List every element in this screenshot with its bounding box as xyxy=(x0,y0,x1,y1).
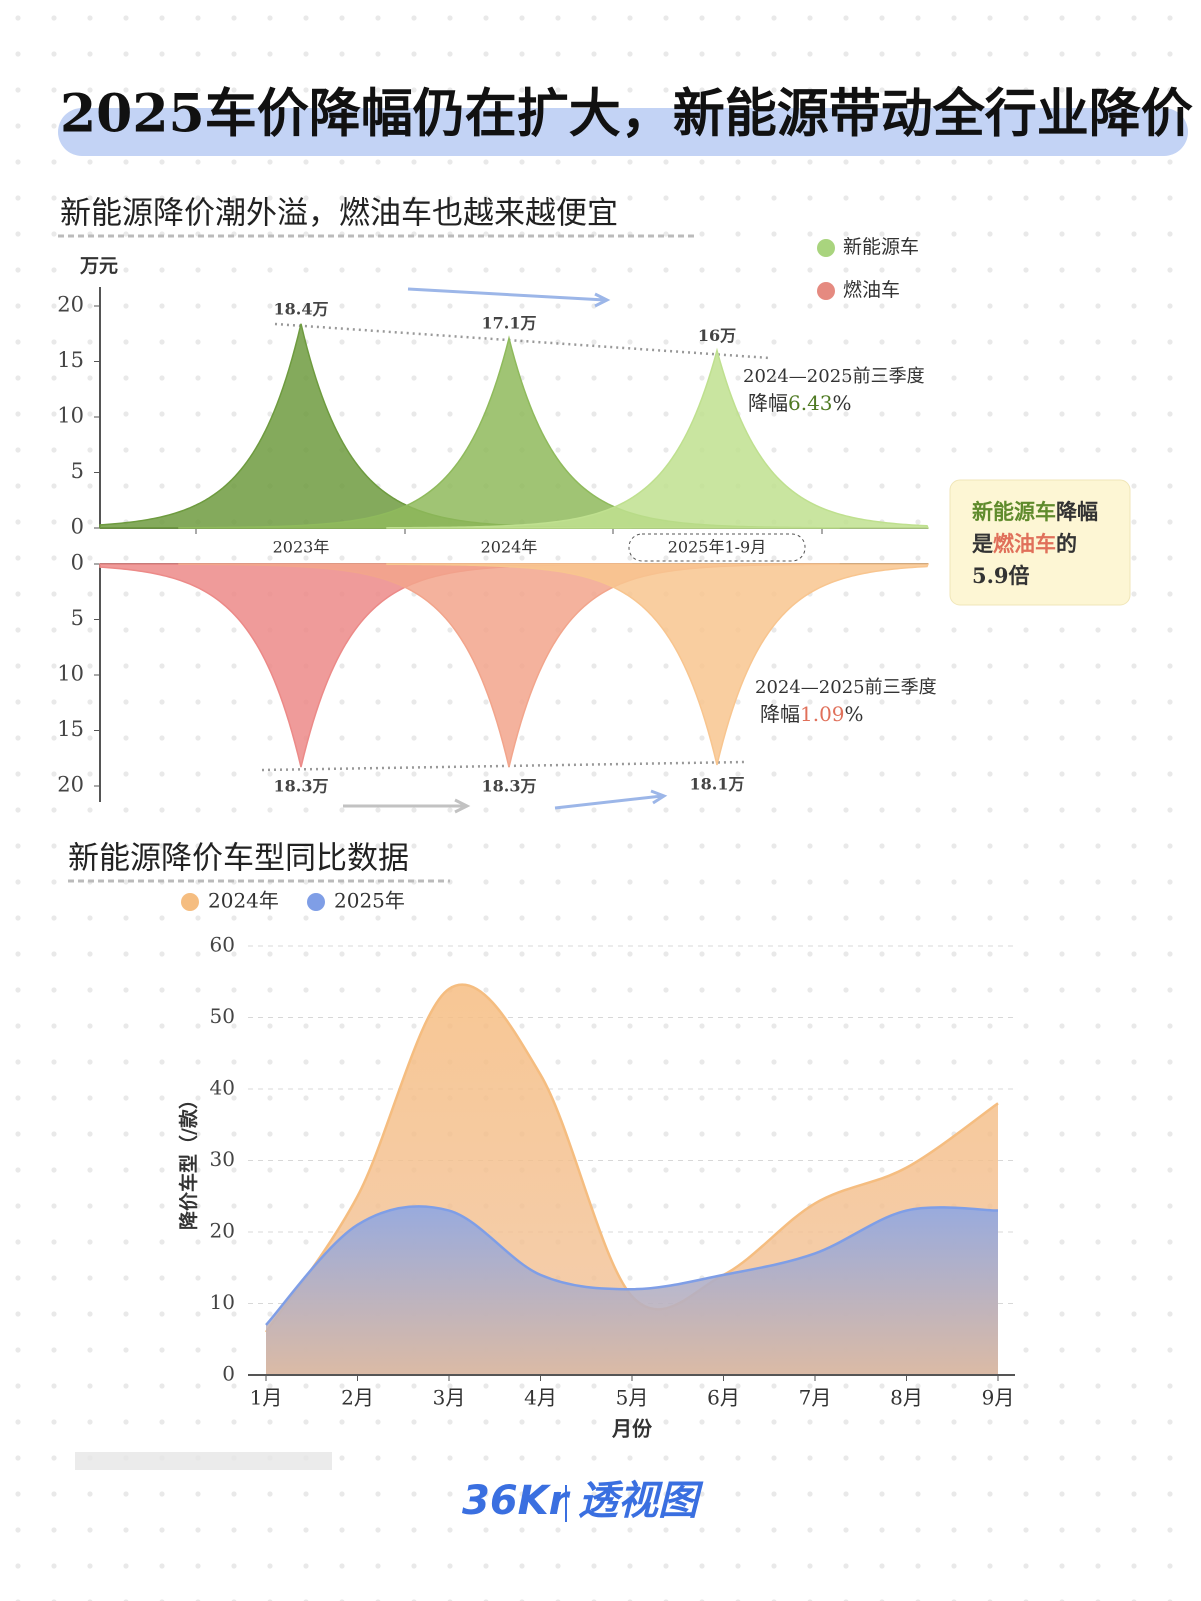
y-tick-label: 5 xyxy=(71,606,84,630)
page-title: 2025车价降幅仍在扩大，新能源带动全行业降价 xyxy=(60,84,1193,145)
y-tick-label: 0 xyxy=(71,515,84,539)
y-tick-label: 40 xyxy=(210,1076,235,1100)
y-tick-label: 15 xyxy=(57,717,84,741)
callout-part: 是 xyxy=(972,531,993,556)
value-label: 18.3万 xyxy=(274,777,329,796)
x-tick-label: 2月 xyxy=(341,1386,374,1410)
callout-part: 燃油车 xyxy=(993,531,1056,556)
x-tick-label: 2023年 xyxy=(273,538,330,557)
annotation: 降幅1.09% xyxy=(760,702,864,726)
y-tick-label: 5 xyxy=(71,459,84,483)
x-tick-label: 1月 xyxy=(250,1386,283,1410)
arrows xyxy=(343,287,668,814)
y-tick-label: 20 xyxy=(57,773,84,797)
line xyxy=(264,983,999,1333)
x-tick-label: 8月 xyxy=(890,1386,923,1410)
annotation-part: % xyxy=(833,391,852,415)
callout-text: 新能源车降幅 xyxy=(972,499,1098,524)
chart-title: 新能源降价车型同比数据 xyxy=(68,841,409,877)
callout-text: 5.9倍 xyxy=(972,563,1030,588)
chart-title: 新能源降价潮外溢，燃油车也越来越便宜 xyxy=(60,196,618,232)
annotation: 2024—2025前三季度 xyxy=(743,366,925,387)
legend-label: 2024年 xyxy=(208,889,279,913)
x-tick-label: 7月 xyxy=(799,1386,832,1410)
y-unit: 万元 xyxy=(79,255,118,277)
callout-part: 的 xyxy=(1056,531,1077,556)
annotation-part: 降幅 xyxy=(748,391,788,415)
x-tick-label: 2024年 xyxy=(481,538,538,557)
y-tick-label: 10 xyxy=(210,1290,235,1314)
line xyxy=(265,1205,999,1326)
x-tick-label: 5月 xyxy=(616,1386,649,1410)
y-tick-label: 30 xyxy=(210,1147,235,1171)
footer-product: 透视图 xyxy=(578,1478,704,1524)
x-tick-label: 9月 xyxy=(982,1386,1015,1410)
callout-part: 5.9倍 xyxy=(972,563,1030,588)
legend-label: 新能源车 xyxy=(843,236,919,258)
spike xyxy=(386,347,930,529)
legend-label: 燃油车 xyxy=(843,279,900,301)
y-tick-label: 60 xyxy=(210,933,235,957)
redacted-watermark xyxy=(75,1452,332,1470)
spike xyxy=(386,563,930,766)
x-axis-label: 月份 xyxy=(611,1417,653,1441)
callout-text: 是燃油车的 xyxy=(972,531,1077,556)
footer-brand: 36Kr xyxy=(462,1478,571,1524)
annotation-part: 降幅 xyxy=(760,702,800,726)
value-label: 18.1万 xyxy=(690,774,745,793)
legend-swatch xyxy=(181,893,199,911)
annotation-part: 1.09 xyxy=(800,702,845,726)
y-tick-label: 0 xyxy=(222,1362,235,1386)
value-label: 16万 xyxy=(698,326,736,345)
callout-part: 新能源车 xyxy=(972,499,1056,524)
callout-part: 降幅 xyxy=(1056,499,1098,524)
legend-label: 2025年 xyxy=(334,889,405,913)
annotation: 2024—2025前三季度 xyxy=(755,677,937,698)
y-axis-label: 降价车型（/款） xyxy=(177,1090,200,1230)
legend-swatch xyxy=(817,239,835,257)
value-label: 18.4万 xyxy=(274,299,329,318)
y-tick-label: 15 xyxy=(57,348,84,372)
y-tick-label: 50 xyxy=(210,1004,235,1028)
y-tick-label: 10 xyxy=(57,404,84,428)
title-highlight xyxy=(58,108,1188,156)
area xyxy=(266,1206,998,1375)
y-tick-label: 20 xyxy=(210,1219,235,1243)
annotation-part: % xyxy=(845,702,864,726)
value-label: 18.3万 xyxy=(482,777,537,796)
annotation-part: 6.43 xyxy=(788,391,833,415)
y-tick-label: 10 xyxy=(57,662,84,686)
legend-swatch xyxy=(307,893,325,911)
x-tick-label: 6月 xyxy=(707,1386,740,1410)
legend-swatch xyxy=(817,282,835,300)
x-tick-label: 3月 xyxy=(433,1386,466,1410)
y-tick-label: 0 xyxy=(71,551,84,575)
x-tick-label: 2025年1-9月 xyxy=(668,538,767,557)
annotation: 降幅6.43% xyxy=(748,391,852,415)
value-label: 17.1万 xyxy=(482,314,537,333)
callout-box xyxy=(949,479,1131,606)
category-highlight xyxy=(628,533,806,562)
trend-line xyxy=(261,760,746,772)
x-tick-label: 4月 xyxy=(524,1386,557,1410)
y-tick-label: 20 xyxy=(57,293,84,317)
